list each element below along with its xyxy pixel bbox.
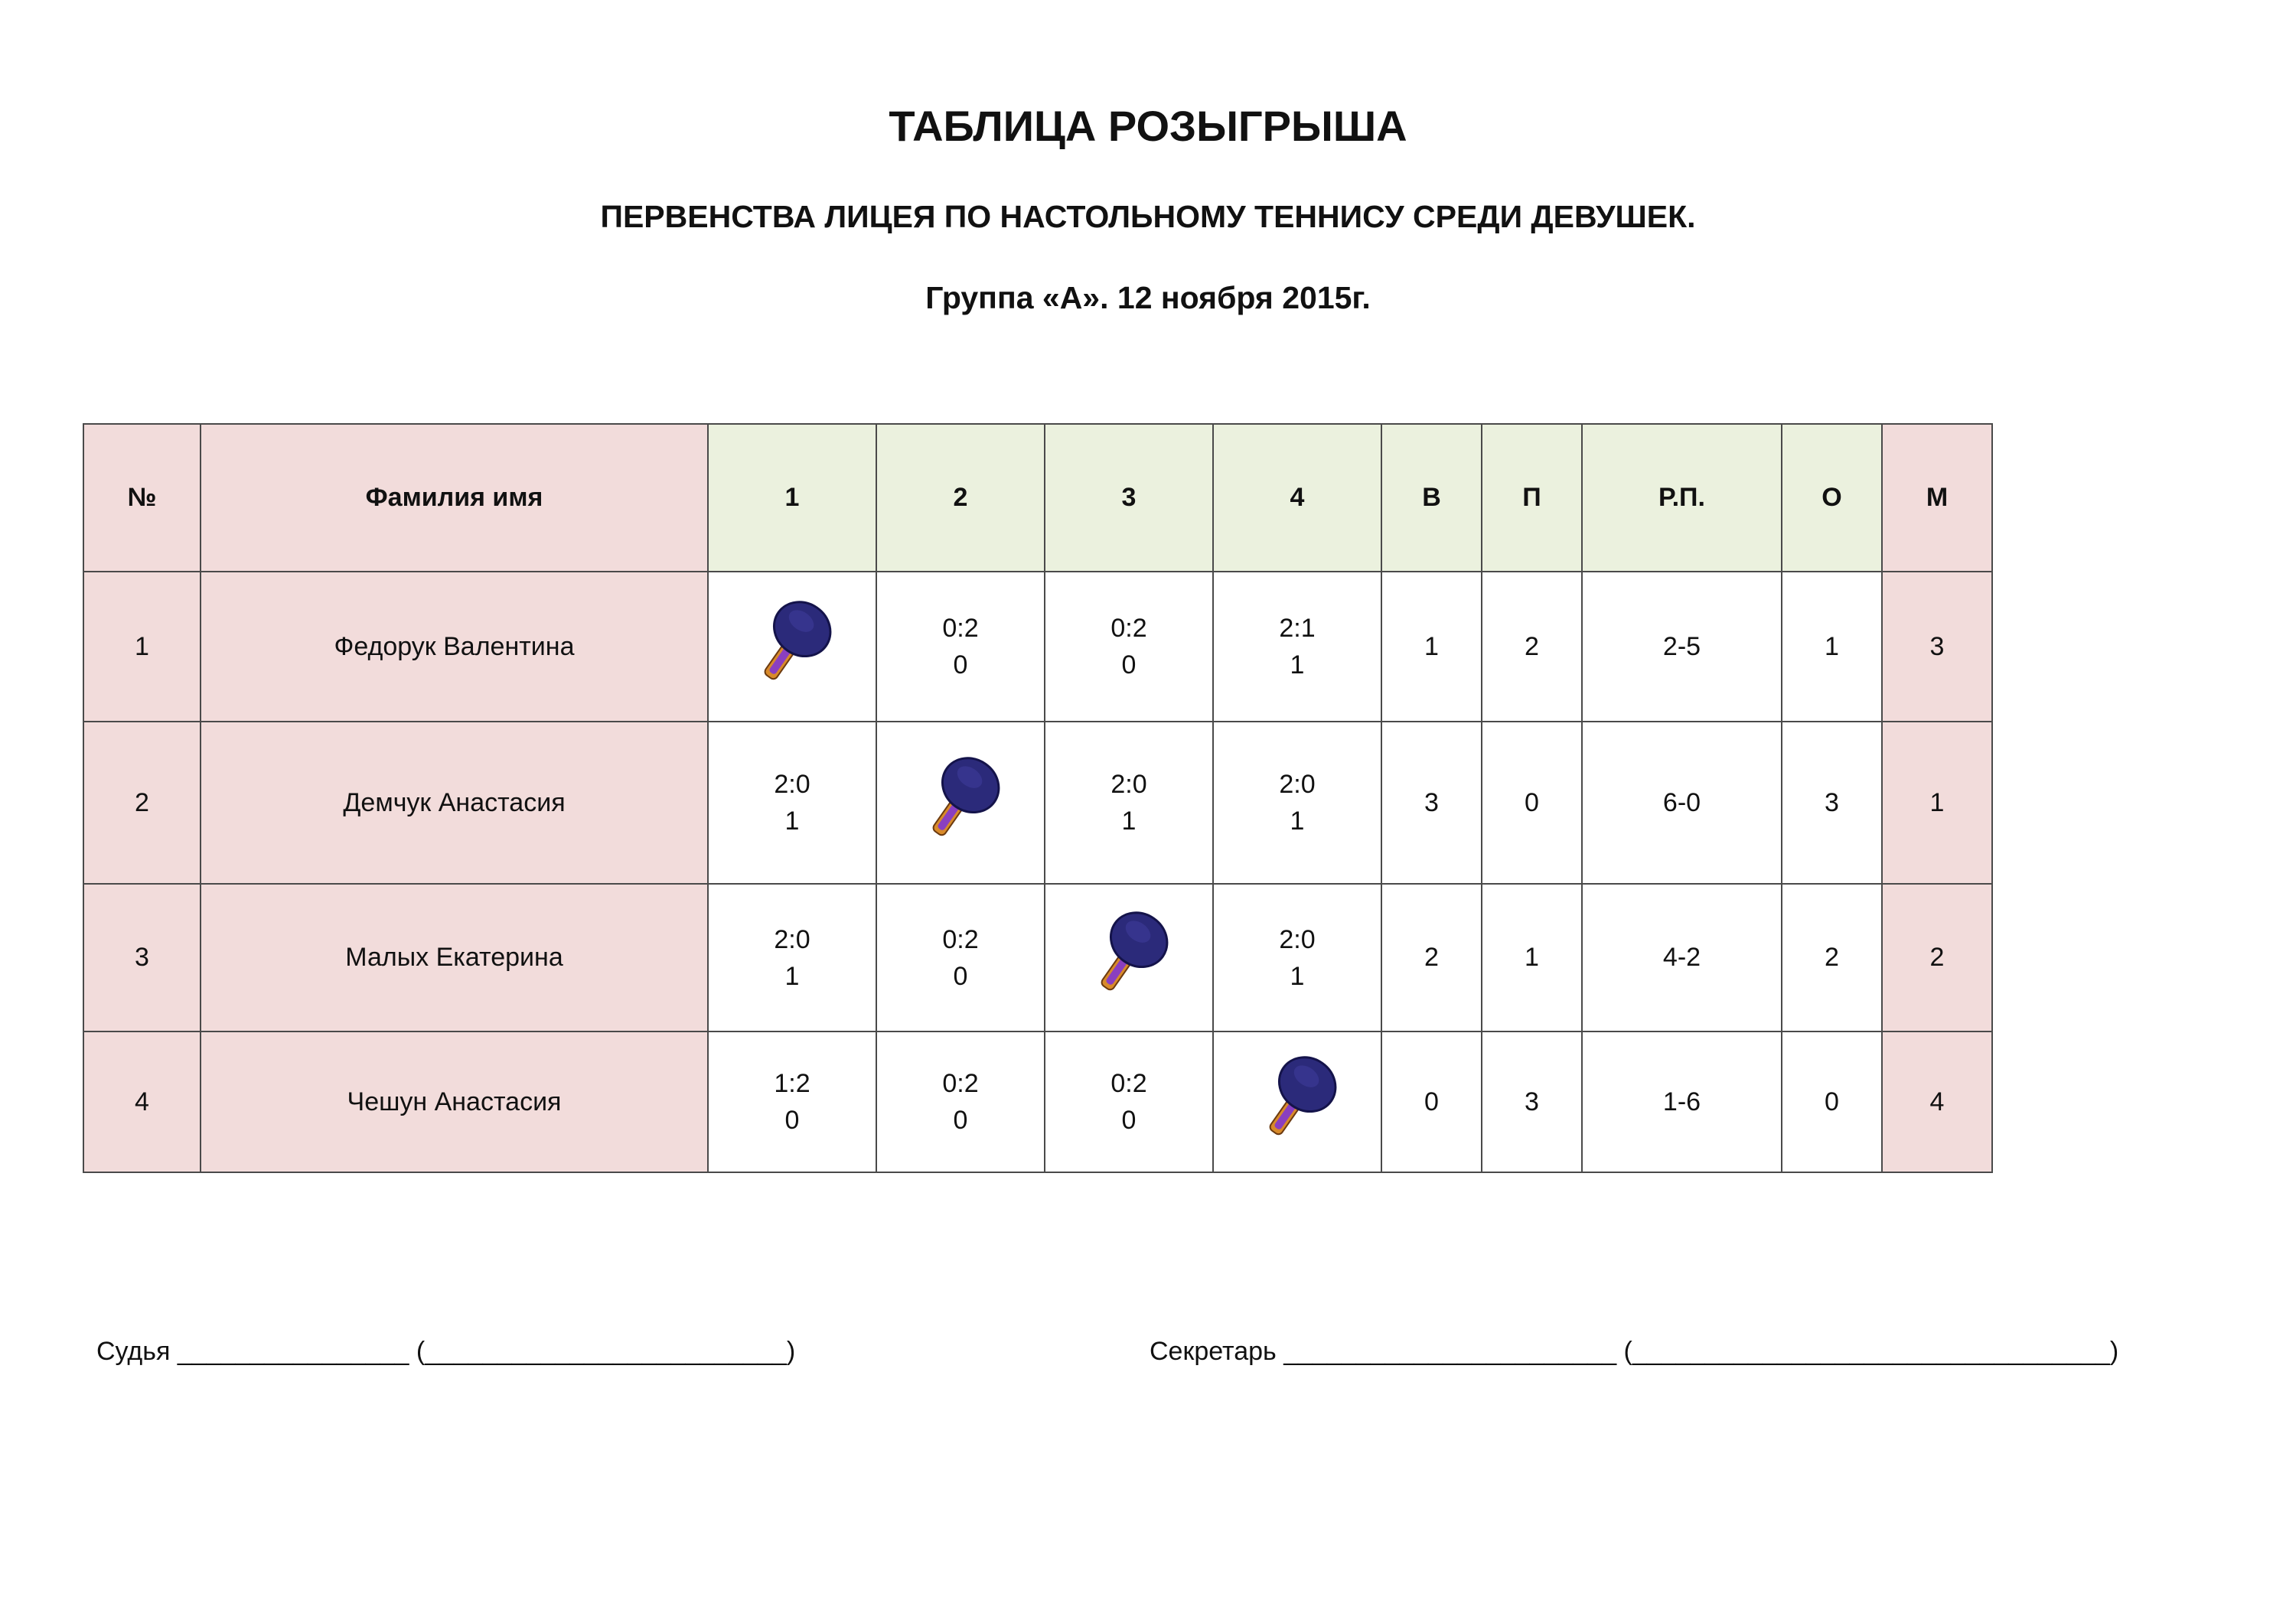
losses-cell: 2 <box>1481 571 1583 722</box>
match-result-cell: 2:1 1 <box>1212 571 1382 722</box>
row-number: 4 <box>83 1031 201 1173</box>
sets-cell: 4-2 <box>1581 883 1782 1032</box>
player-name: Демчук Анастасия <box>200 721 709 885</box>
points-cell: 3 <box>1781 721 1883 885</box>
match-result-cell: 0:2 0 <box>1044 571 1214 722</box>
match-score: 2:0 <box>774 924 810 954</box>
losses-cell: 0 <box>1481 721 1583 885</box>
self-match-cell <box>1212 1031 1382 1173</box>
row-number: 3 <box>83 883 201 1032</box>
table-tennis-racket-icon <box>742 594 842 700</box>
match-points: 0 <box>1121 650 1137 680</box>
losses-cell: 1 <box>1481 883 1583 1032</box>
table-tennis-racket-icon <box>1247 1049 1347 1155</box>
match-score: 0:2 <box>942 1069 979 1098</box>
self-match-cell <box>876 721 1045 885</box>
match-points: 1 <box>1290 961 1305 991</box>
match-result-cell: 2:0 1 <box>1044 721 1214 885</box>
sets-cell: 6-0 <box>1581 721 1782 885</box>
table-row: 3 Малых Екатерина 2:0 1 0:2 0 2:0 1 2 1 4-2 2 2 <box>83 883 1993 1032</box>
match-score: 2:0 <box>1279 770 1316 799</box>
points-cell: 2 <box>1781 883 1883 1032</box>
place-cell: 3 <box>1881 571 1993 722</box>
points-cell: 1 <box>1781 571 1883 722</box>
table-tennis-racket-icon <box>1079 904 1179 1011</box>
wins-cell: 0 <box>1381 1031 1482 1173</box>
group-date: Группа «А». 12 ноября 2015г. <box>925 280 1371 315</box>
player-name: Федорук Валентина <box>200 571 709 722</box>
table-row: 1 Федорук Валентина 0:2 0 0:2 0 2:1 1 1 2 2-5 1 3 <box>83 571 1993 722</box>
row-number: 1 <box>83 571 201 722</box>
col-header-name: Фамилия имя <box>200 423 709 572</box>
table-row: 2 Демчук Анастасия 2:0 1 2:0 1 2:0 1 3 0 6-0 3 1 <box>83 721 1993 885</box>
col-header-opponent-4: 4 <box>1212 423 1382 572</box>
match-result-cell: 2:0 1 <box>707 883 877 1032</box>
page-title: ТАБЛИЦА РОЗЫГРЫША <box>889 102 1407 150</box>
match-points: 0 <box>953 650 968 680</box>
match-score: 2:1 <box>1279 614 1316 643</box>
sets-cell: 1-6 <box>1581 1031 1782 1173</box>
match-result-cell: 0:2 0 <box>876 1031 1045 1173</box>
match-points: 0 <box>953 1106 968 1135</box>
wins-cell: 1 <box>1381 571 1482 722</box>
match-score: 0:2 <box>942 614 979 643</box>
self-match-cell <box>1044 883 1214 1032</box>
table-row: 4 Чешун Анастасия 1:2 0 0:2 0 0:2 0 0 3 1-6 0 4 <box>83 1031 1993 1173</box>
judge-signature-line: Судья ________________ (________________… <box>96 1337 796 1366</box>
col-header-number: № <box>83 423 201 572</box>
match-points: 1 <box>784 961 800 991</box>
place-cell: 4 <box>1881 1031 1993 1173</box>
match-points: 1 <box>1290 650 1305 680</box>
match-points: 1 <box>1290 807 1305 836</box>
secretary-signature-line: Секретарь _______________________ (_____… <box>1150 1337 2119 1366</box>
match-result-cell: 0:2 0 <box>876 571 1045 722</box>
wins-cell: 2 <box>1381 883 1482 1032</box>
row-number: 2 <box>83 721 201 885</box>
col-header-opponent-2: 2 <box>876 423 1045 572</box>
place-cell: 2 <box>1881 883 1993 1032</box>
match-score: 2:0 <box>1279 924 1316 954</box>
match-score: 0:2 <box>1110 614 1147 643</box>
col-header-points: О <box>1781 423 1883 572</box>
match-points: 1 <box>784 807 800 836</box>
points-cell: 0 <box>1781 1031 1883 1173</box>
match-score: 2:0 <box>774 770 810 799</box>
page-subtitle: ПЕРВЕНСТВА ЛИЦЕЯ ПО НАСТОЛЬНОМУ ТЕННИСУ … <box>600 199 1696 234</box>
match-score: 0:2 <box>942 924 979 954</box>
wins-cell: 3 <box>1381 721 1482 885</box>
match-points: 0 <box>784 1106 800 1135</box>
col-header-place: М <box>1881 423 1993 572</box>
match-score: 2:0 <box>1110 770 1147 799</box>
match-result-cell: 0:2 0 <box>1044 1031 1214 1173</box>
match-result-cell: 2:0 1 <box>1212 721 1382 885</box>
place-cell: 1 <box>1881 721 1993 885</box>
losses-cell: 3 <box>1481 1031 1583 1173</box>
table-tennis-racket-icon <box>911 750 1010 856</box>
col-header-opponent-1: 1 <box>707 423 877 572</box>
sets-cell: 2-5 <box>1581 571 1782 722</box>
match-result-cell: 1:2 0 <box>707 1031 877 1173</box>
standings-table: № Фамилия имя 1 2 3 4 В П Р.П. О М 1 Федо… <box>83 423 1993 1173</box>
player-name: Чешун Анастасия <box>200 1031 709 1173</box>
col-header-losses: П <box>1481 423 1583 572</box>
col-header-opponent-3: 3 <box>1044 423 1214 572</box>
match-result-cell: 0:2 0 <box>876 883 1045 1032</box>
col-header-sets: Р.П. <box>1581 423 1782 572</box>
self-match-cell <box>707 571 877 722</box>
match-points: 1 <box>1121 807 1137 836</box>
match-score: 1:2 <box>774 1069 810 1098</box>
match-points: 0 <box>1121 1106 1137 1135</box>
col-header-wins: В <box>1381 423 1482 572</box>
header-row: № Фамилия имя 1 2 3 4 В П Р.П. О М <box>83 423 1993 572</box>
match-score: 0:2 <box>1110 1069 1147 1098</box>
match-result-cell: 2:0 1 <box>707 721 877 885</box>
player-name: Малых Екатерина <box>200 883 709 1032</box>
match-points: 0 <box>953 961 968 991</box>
match-result-cell: 2:0 1 <box>1212 883 1382 1032</box>
